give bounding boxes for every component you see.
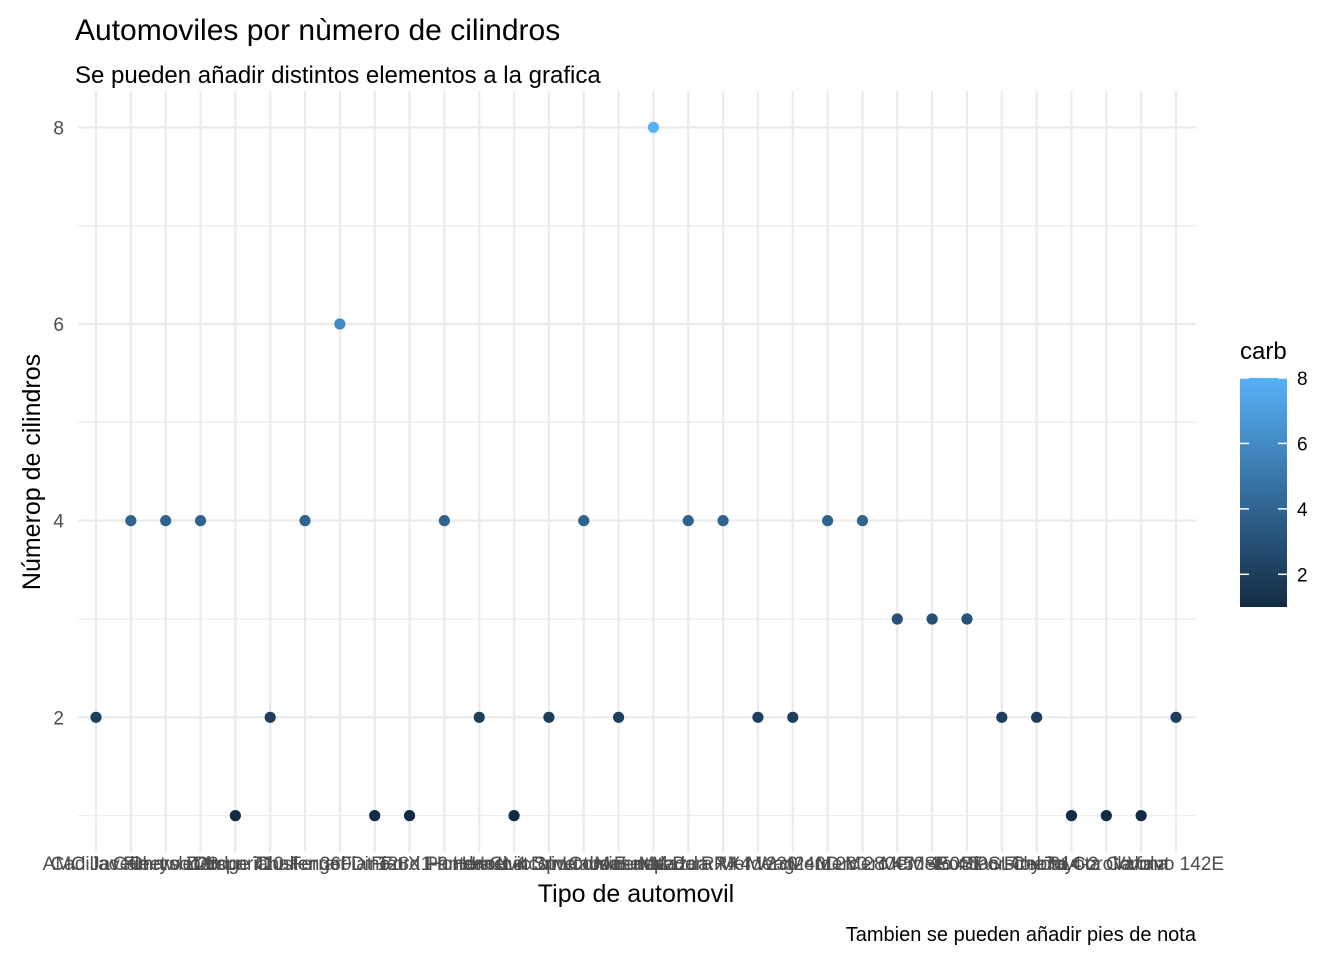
x-tick-label: Ford Pantera L <box>381 854 508 875</box>
y-tick-label: 4 <box>53 512 64 533</box>
data-point <box>508 810 520 822</box>
x-tick-label: AMC Javelin <box>43 854 150 875</box>
data-point <box>369 810 381 822</box>
data-point <box>996 711 1008 723</box>
chart-caption: Tambien se pueden añadir pies de nota <box>846 924 1197 946</box>
legend-ticks: 2 4 6 8 <box>1240 369 1308 586</box>
legend-colorbar <box>1240 378 1287 607</box>
data-point <box>1065 810 1078 822</box>
y-tick-label: 6 <box>53 315 64 336</box>
data-point <box>647 121 660 133</box>
legend-tick-label: 2 <box>1297 565 1308 586</box>
data-point <box>438 515 450 527</box>
x-tick-label: Fiat X1-9 <box>371 854 448 875</box>
y-tick-label: 8 <box>53 118 64 139</box>
x-tick-label: Duster 360 <box>259 854 352 875</box>
data-point <box>787 711 799 723</box>
data-point <box>125 515 137 527</box>
data-point <box>752 711 764 723</box>
x-tick-label: Merc 450SL <box>881 854 983 875</box>
y-tick-label: 2 <box>53 708 64 729</box>
x-tick-label: Valiant <box>1113 854 1170 875</box>
x-tick-label: Porsche 914-2 <box>975 854 1099 875</box>
major-gridlines <box>78 91 1196 852</box>
data-point <box>961 613 973 625</box>
x-tick-label: Merc 280C <box>816 854 909 875</box>
data-point <box>856 515 869 527</box>
legend-tick-label: 6 <box>1297 434 1308 455</box>
data-point <box>1170 711 1182 723</box>
x-tick-label: Dodge Challenger <box>194 854 348 875</box>
data-point <box>160 515 172 527</box>
x-tick-label: Camaro Z28 <box>113 854 219 875</box>
x-tick-label: Ferrari Dino <box>290 854 390 875</box>
x-tick-label: Mazda RX4 <box>639 854 739 875</box>
x-tick-label: Hornet Sportabout <box>471 854 627 875</box>
minor-gridlines <box>78 225 1196 817</box>
data-point <box>822 515 834 527</box>
plot-panel <box>78 91 1196 852</box>
x-tick-label: Volvo 142E <box>1128 854 1224 875</box>
x-tick-label: Merc 230 <box>718 854 797 875</box>
data-point <box>1100 810 1112 822</box>
chart-title: Automoviles por nùmero de cilindros <box>75 14 560 47</box>
x-tick-label: Merc 240D <box>746 854 839 875</box>
x-tick-label: Merc 280 <box>788 854 867 875</box>
data-point <box>194 515 207 527</box>
data-point <box>299 515 311 527</box>
x-tick-label: Hornet 4 Drive <box>453 854 576 875</box>
chart-subtitle: Se pueden añadir distintos elementos a l… <box>75 62 601 89</box>
x-tick-label: Maserati Bora <box>594 854 713 875</box>
data-point <box>403 810 416 822</box>
data-point <box>1031 711 1043 723</box>
data-point <box>264 711 276 723</box>
x-tick-label: Cadillac Fleetwood <box>51 854 212 875</box>
data-point <box>473 711 485 723</box>
x-tick-label: Chrysler Imperial <box>129 854 273 875</box>
x-tick-label: Lotus Europa <box>562 854 675 875</box>
data-points <box>90 121 1182 822</box>
x-tick-label: Toyota Corona <box>1045 854 1169 875</box>
data-point <box>926 613 938 625</box>
data-point <box>229 810 241 822</box>
legend-title: carb <box>1240 338 1287 365</box>
x-axis-title: Tipo de automovil <box>538 880 734 908</box>
y-axis-tick-labels: 2 4 6 8 <box>53 118 64 729</box>
data-point <box>891 613 903 625</box>
data-point <box>90 711 102 723</box>
color-legend: carb 2 4 6 8 <box>1240 338 1308 607</box>
data-point <box>334 318 346 330</box>
x-tick-label: Honda Civic <box>428 854 530 875</box>
x-tick-label: Datsun 710 <box>187 854 284 875</box>
data-point <box>612 711 625 723</box>
data-point <box>543 711 555 723</box>
legend-tick-label: 8 <box>1297 369 1308 390</box>
x-tick-label: Fiat 128 <box>340 854 409 875</box>
x-tick-label: Merc 450SLC <box>909 854 1025 875</box>
data-point <box>578 515 590 527</box>
x-tick-label: Lincoln Continental <box>503 854 665 875</box>
data-point <box>1135 810 1147 822</box>
data-point <box>682 515 694 527</box>
data-point <box>717 515 729 527</box>
y-axis-title: Númerop de cilindros <box>18 354 46 590</box>
x-tick-label: Mazda RX4 Wag <box>652 854 795 875</box>
x-tick-label: Toyota Corolla <box>1011 854 1133 875</box>
x-tick-label: Pontiac Firebird <box>935 854 1068 875</box>
x-tick-label: Merc 450SE <box>845 854 950 875</box>
legend-tick-label: 4 <box>1297 500 1308 521</box>
